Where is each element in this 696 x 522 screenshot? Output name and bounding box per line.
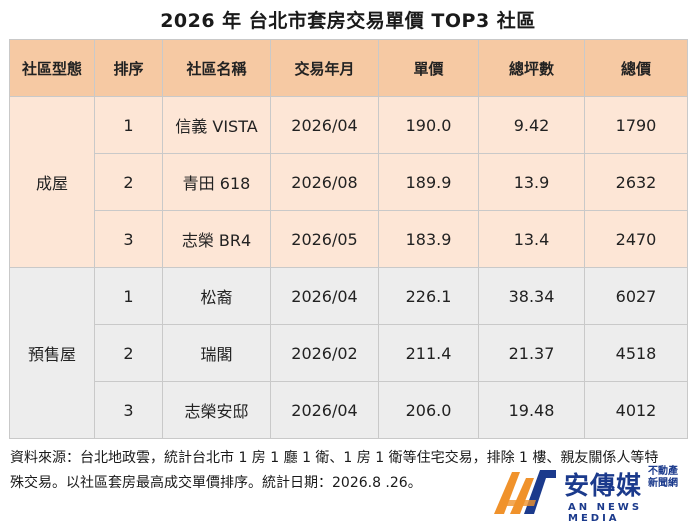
unit-price-cell: 206.0: [378, 381, 479, 439]
header-community: 社區名稱: [162, 39, 271, 97]
unit-price-cell: 190.0: [378, 96, 479, 154]
header-total-price: 總價: [584, 39, 688, 97]
total-price-cell: 4518: [584, 324, 688, 382]
table-row: 3 志榮 BR4 2026/05 183.9 13.4 2470: [10, 210, 688, 268]
total-area-cell: 9.42: [478, 96, 585, 154]
community-cell: 瑞閣: [162, 324, 271, 382]
date-cell: 2026/08: [270, 153, 379, 211]
unit-price-cell: 211.4: [378, 324, 479, 382]
community-cell: 信義 VISTA: [162, 96, 271, 154]
logo-subtitle: 不動產 新聞網: [648, 466, 678, 490]
total-price-cell: 1790: [584, 96, 688, 154]
community-cell: 青田 618: [162, 153, 271, 211]
date-cell: 2026/02: [270, 324, 379, 382]
rank-cell: 2: [94, 153, 163, 211]
date-cell: 2026/04: [270, 96, 379, 154]
total-price-cell: 4012: [584, 381, 688, 439]
header-rank: 排序: [94, 39, 163, 97]
category-cell: 預售屋: [9, 267, 95, 439]
community-cell: 志榮 BR4: [162, 210, 271, 268]
total-area-cell: 13.4: [478, 210, 585, 268]
community-cell: 志榮安邸: [162, 381, 271, 439]
total-price-cell: 6027: [584, 267, 688, 325]
date-cell: 2026/05: [270, 210, 379, 268]
page-title: 2026 年 台北市套房交易單價 TOP3 社區: [160, 10, 536, 32]
rank-cell: 1: [94, 96, 163, 154]
date-cell: 2026/04: [270, 267, 379, 325]
logo-tagline: AN NEWS MEDIA: [568, 502, 643, 522]
header-total-area: 總坪數: [478, 39, 585, 97]
header-date: 交易年月: [270, 39, 379, 97]
table-row: 2 瑞閣 2026/02 211.4 21.37 4518: [10, 324, 688, 382]
source-line-1: 資料來源：台北地政雲，統計台北市 1 房 1 廳 1 衛、1 房 1 衛等住宅交…: [10, 450, 659, 466]
total-price-cell: 2470: [584, 210, 688, 268]
unit-price-cell: 226.1: [378, 267, 479, 325]
table-row: 成屋 1 信義 VISTA 2026/04 190.0 9.42 1790: [9, 96, 688, 268]
rank-cell: 1: [94, 267, 163, 325]
source-line-2: 殊交易。以社區套房最高成交單價排序。統計日期：2026.8 .26。: [10, 475, 422, 491]
logo-brand-text: 安傳媒: [564, 471, 643, 500]
unit-price-cell: 183.9: [378, 210, 479, 268]
total-price-cell: 2632: [584, 153, 688, 211]
header-row: 社區型態 排序 社區名稱 交易年月 單價 總坪數 總價: [9, 39, 688, 97]
rank-cell: 3: [94, 381, 163, 439]
date-cell: 2026/04: [270, 381, 379, 439]
total-area-cell: 38.34: [478, 267, 585, 325]
rank-cell: 2: [94, 324, 163, 382]
table-row: 2 青田 618 2026/08 189.9 13.9 2632: [10, 153, 688, 211]
category-cell: 成屋: [9, 96, 95, 268]
total-area-cell: 19.48: [478, 381, 585, 439]
total-area-cell: 13.9: [478, 153, 585, 211]
source-note: 資料來源：台北地政雲，統計台北市 1 房 1 廳 1 衛、1 房 1 衛等住宅交…: [10, 446, 690, 496]
top3-table: 社區型態 排序 社區名稱 交易年月 單價 總坪數 總價 成屋 1 信義 VIST…: [9, 39, 688, 439]
rank-cell: 3: [94, 210, 163, 268]
unit-price-cell: 189.9: [378, 153, 479, 211]
brand-logo: 安傳媒 不動產 新聞網 AN NEWS MEDIA: [490, 462, 692, 522]
an-logo-mark-icon: [494, 470, 556, 514]
logo-subtitle-line-2: 新聞網: [648, 478, 678, 489]
header-category: 社區型態: [9, 39, 95, 97]
total-area-cell: 21.37: [478, 324, 585, 382]
table-row: 預售屋 1 松裔 2026/04 226.1 38.34 6027: [9, 267, 688, 439]
header-unit-price: 單價: [378, 39, 479, 97]
community-cell: 松裔: [162, 267, 271, 325]
table-row: 3 志榮安邸 2026/04 206.0 19.48 4012: [10, 381, 688, 439]
logo-subtitle-line-1: 不動產: [648, 466, 678, 477]
